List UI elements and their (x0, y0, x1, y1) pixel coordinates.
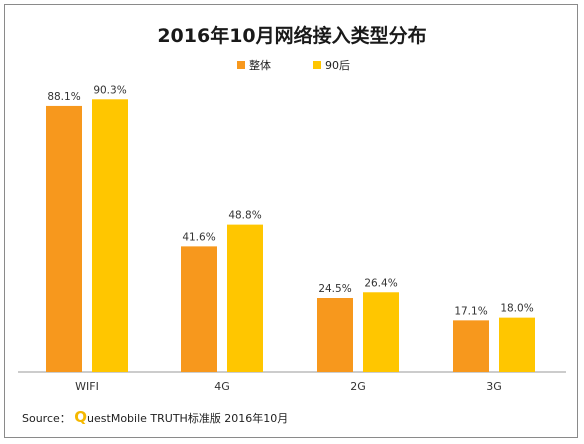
category-label-3g: 3G (486, 380, 502, 393)
bar-4g-series-2 (227, 225, 263, 372)
bars-group: 88.1% 90.3% 41.6% 48.8% 24.5% 26.4% 17.1% 18.0% (46, 84, 535, 372)
data-label-wifi-series-2: 90.3% (93, 84, 126, 96)
category-label-wifi: WIFI (75, 380, 99, 393)
bar-2g-series-2 (363, 292, 399, 372)
category-labels: WIFI 4G 2G 3G (75, 380, 502, 393)
data-label-2g-series-1: 24.5% (318, 283, 351, 295)
legend-label-1: 整体 (249, 58, 271, 72)
data-label-2g-series-2: 26.4% (364, 277, 397, 289)
data-label-3g-series-1: 17.1% (454, 305, 487, 317)
bar-3g-series-2 (499, 318, 535, 372)
chart-title: 2016年10月网络接入类型分布 (157, 24, 426, 47)
bar-wifi-series-2 (92, 99, 128, 372)
legend-swatch-1 (237, 61, 245, 69)
legend: 整体 90后 (237, 58, 350, 72)
source-text: uestMobile TRUTH标准版 2016年10月 (87, 412, 288, 425)
data-label-4g-series-1: 41.6% (182, 231, 215, 243)
bar-2g-series-1 (317, 298, 353, 372)
bar-wifi-series-1 (46, 106, 82, 372)
bar-4g-series-1 (181, 246, 217, 372)
source-note: Source： QuestMobile TRUTH标准版 2016年10月 (22, 408, 288, 426)
legend-swatch-2 (313, 61, 321, 69)
source-prefix: Source： (22, 412, 71, 425)
bar-3g-series-1 (453, 320, 489, 372)
data-label-3g-series-2: 18.0% (500, 303, 533, 315)
category-label-4g: 4G (214, 380, 230, 393)
category-label-2g: 2G (350, 380, 366, 393)
data-label-4g-series-2: 48.8% (228, 210, 261, 222)
questmobile-logo-initial: Q (74, 408, 87, 426)
data-label-wifi-series-1: 88.1% (47, 91, 80, 103)
legend-label-2: 90后 (325, 59, 350, 72)
